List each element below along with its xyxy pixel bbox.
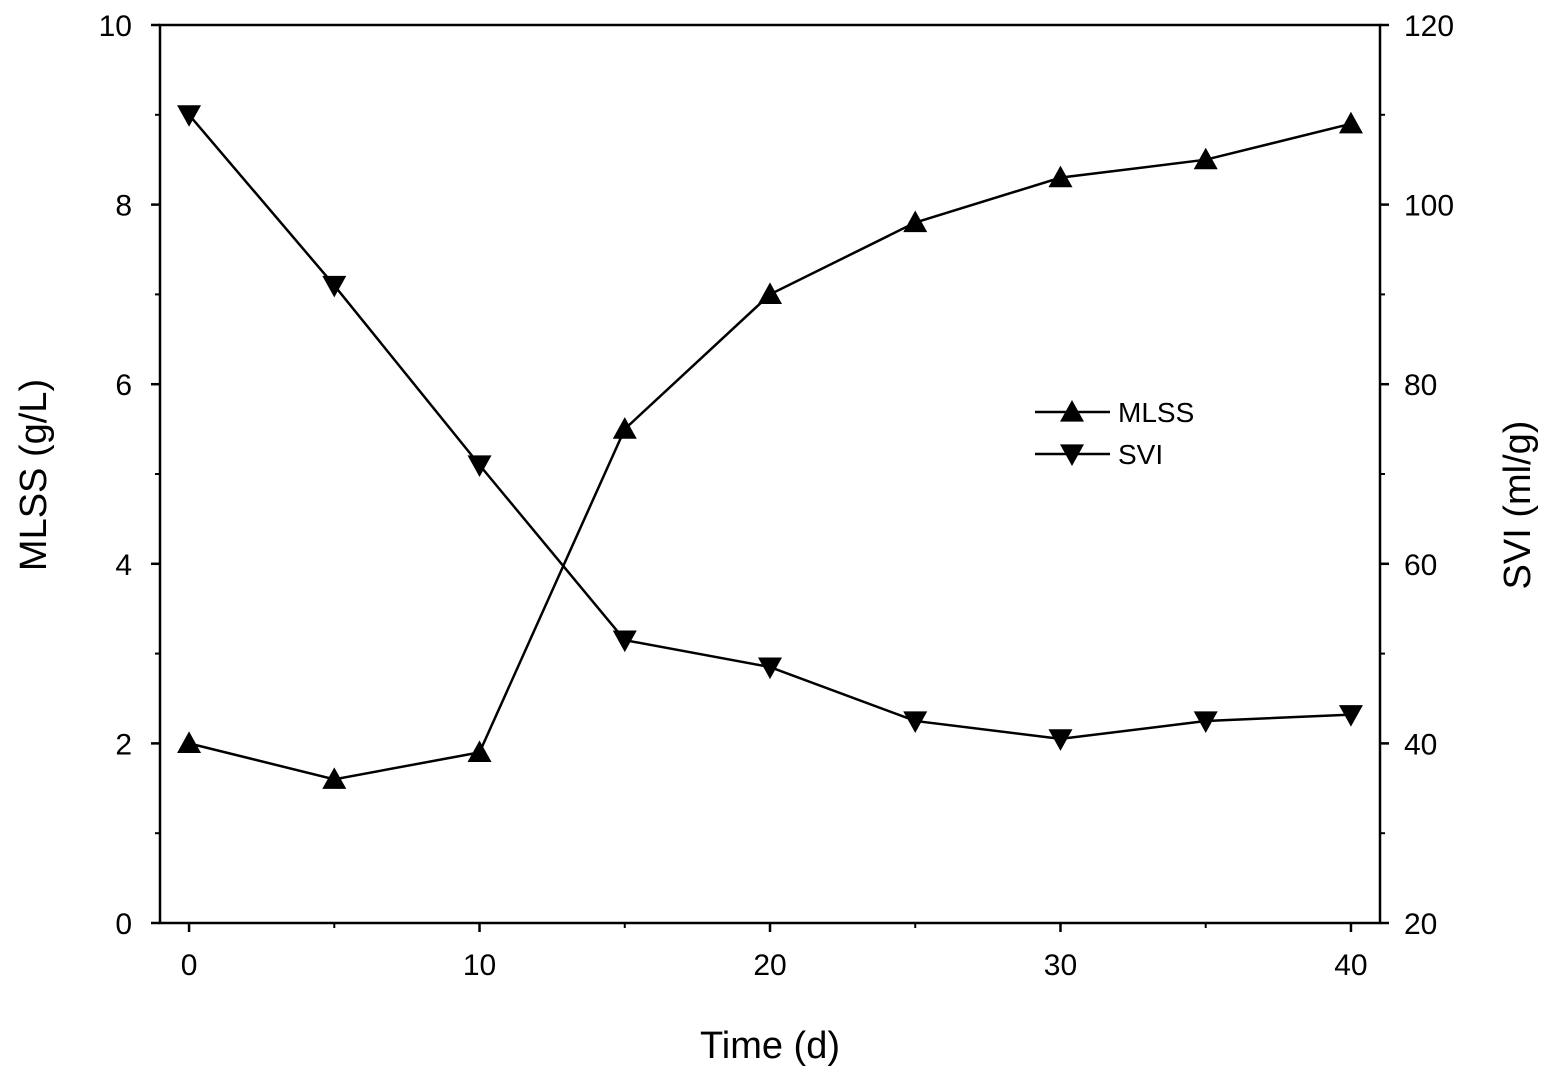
series-svi — [177, 105, 1363, 751]
y-axis-left-title: MLSS (g/L) — [13, 379, 55, 571]
svi-point — [322, 275, 347, 298]
x-axis-title: Time (d) — [700, 1025, 840, 1067]
y-axis-right-ticks: 20 40 60 80 100 120 — [1380, 10, 1454, 941]
x-tick-label: 30 — [1044, 949, 1077, 982]
svi-point — [467, 455, 492, 478]
mlss-point — [177, 731, 202, 753]
legend-label: SVI — [1118, 439, 1163, 470]
svi-point — [1048, 729, 1073, 751]
series-layer — [177, 105, 1363, 789]
mlss-point — [1193, 147, 1218, 170]
mlss-point — [1048, 165, 1073, 188]
svi-point — [1338, 705, 1363, 727]
x-tick-label: 40 — [1334, 949, 1367, 982]
legend: MLSS SVI — [1035, 397, 1194, 470]
mlss-point — [903, 210, 928, 233]
y-tick-label: 4 — [115, 549, 132, 582]
y-tick-label: 0 — [115, 908, 132, 941]
x-tick-label: 0 — [181, 949, 198, 982]
x-axis-ticks: 0 10 20 30 40 — [181, 923, 1368, 982]
mlss-line — [188, 122, 1352, 781]
y-tick-label: 6 — [115, 369, 132, 402]
mlss-point — [1338, 111, 1363, 134]
mlss-point — [612, 417, 637, 439]
y2-tick-label: 60 — [1404, 549, 1437, 582]
svi-point — [1193, 711, 1218, 733]
y2-tick-label: 100 — [1404, 190, 1454, 223]
y-axis-left-ticks: 0 2 4 6 8 10 — [99, 10, 160, 941]
y2-tick-label: 40 — [1404, 728, 1437, 761]
x-tick-label: 10 — [463, 949, 496, 982]
svi-point — [177, 105, 202, 127]
y2-tick-label: 80 — [1404, 369, 1437, 402]
y-axis-right-title: SVI (ml/g) — [1497, 421, 1539, 590]
mlss-point — [467, 740, 492, 762]
y2-tick-label: 20 — [1404, 908, 1437, 941]
svi-point — [758, 657, 782, 680]
svi-point — [612, 630, 637, 653]
y-tick-label: 2 — [115, 728, 132, 761]
svi-point — [903, 711, 928, 733]
series-mlss — [177, 111, 1363, 789]
mlss-point — [758, 282, 782, 304]
y-tick-label: 8 — [115, 190, 132, 223]
legend-marker — [1060, 400, 1084, 422]
mlss-point — [322, 767, 347, 789]
legend-marker — [1060, 444, 1084, 466]
legend-label: MLSS — [1118, 397, 1194, 428]
y-tick-label: 10 — [99, 10, 132, 43]
x-tick-label: 20 — [753, 949, 786, 982]
y2-tick-label: 120 — [1404, 10, 1454, 43]
